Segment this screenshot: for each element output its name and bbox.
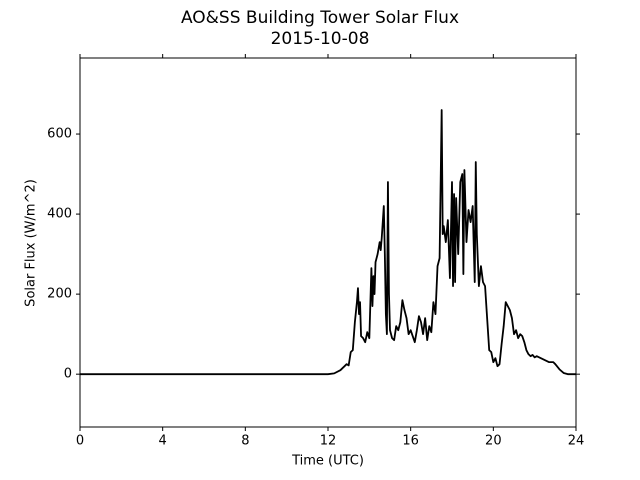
y-tick-label: 0 bbox=[64, 367, 72, 382]
x-tick-label: 24 bbox=[568, 434, 585, 449]
x-tick-label: 4 bbox=[159, 434, 167, 449]
x-tick-label: 12 bbox=[320, 434, 337, 449]
y-tick-label: 200 bbox=[47, 287, 72, 302]
x-tick-label: 16 bbox=[402, 434, 419, 449]
x-tick-label: 8 bbox=[241, 434, 249, 449]
chart-subtitle: 2015-10-08 bbox=[271, 29, 370, 49]
chart-title: AO&SS Building Tower Solar Flux bbox=[181, 8, 459, 28]
y-tick-label: 600 bbox=[47, 127, 72, 142]
plot-frame bbox=[79, 57, 577, 428]
y-tick-label: 400 bbox=[47, 207, 72, 222]
x-tick-label: 0 bbox=[76, 434, 84, 449]
data-line bbox=[80, 109, 576, 376]
x-tick-label: 20 bbox=[485, 434, 502, 449]
y-axis-label: Solar Flux (W/m^2) bbox=[24, 179, 39, 307]
x-axis-label: Time (UTC) bbox=[291, 454, 364, 469]
